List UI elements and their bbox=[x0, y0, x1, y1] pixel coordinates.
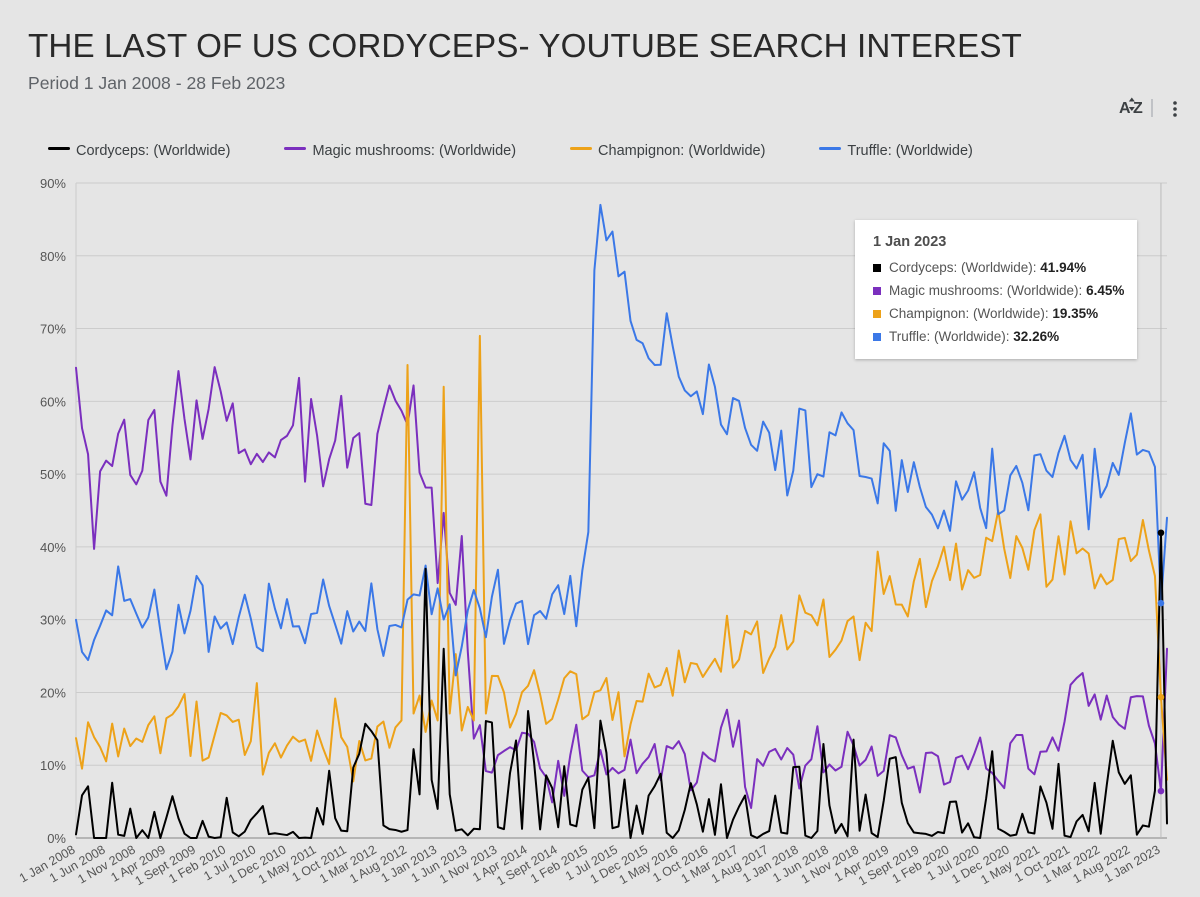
svg-text:50%: 50% bbox=[40, 467, 66, 482]
svg-text:30%: 30% bbox=[40, 613, 66, 628]
svg-text:20%: 20% bbox=[40, 685, 66, 700]
svg-text:60%: 60% bbox=[40, 394, 66, 409]
svg-text:70%: 70% bbox=[40, 322, 66, 337]
svg-text:0%: 0% bbox=[47, 831, 66, 846]
svg-text:90%: 90% bbox=[40, 176, 66, 191]
svg-text:10%: 10% bbox=[40, 758, 66, 773]
svg-text:80%: 80% bbox=[40, 249, 66, 264]
svg-text:40%: 40% bbox=[40, 540, 66, 555]
